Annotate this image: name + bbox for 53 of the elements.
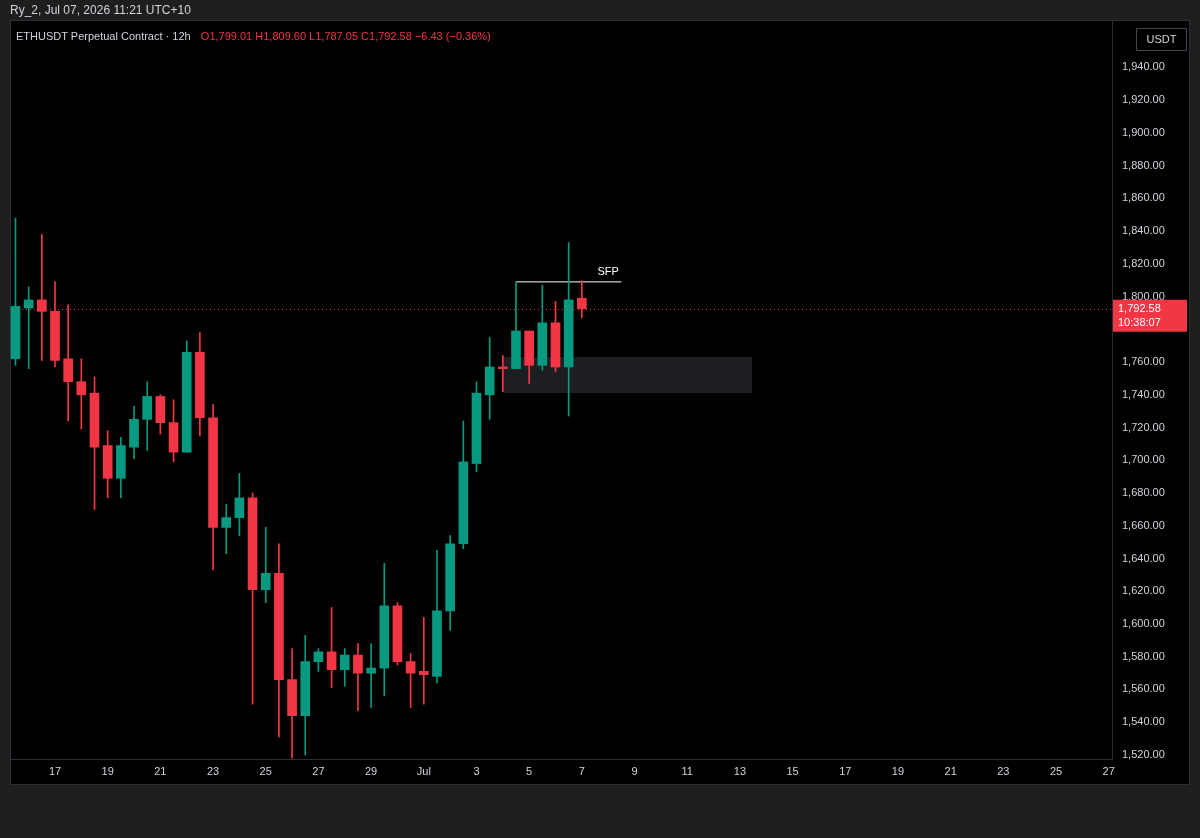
y-tick-label: 1,740.00 xyxy=(1122,387,1165,400)
y-tick-label: 1,600.00 xyxy=(1122,616,1165,629)
candlestick xyxy=(498,355,508,392)
y-tick-label: 1,840.00 xyxy=(1122,224,1165,237)
y-tick-label: 1,540.00 xyxy=(1122,715,1165,728)
y-tick-label: 1,560.00 xyxy=(1122,682,1165,695)
x-tick-label: Jul xyxy=(416,765,431,778)
x-tick-label: 27 xyxy=(1102,765,1115,778)
x-tick-label: 21 xyxy=(944,765,957,778)
y-tick-label: 1,620.00 xyxy=(1122,584,1165,597)
y-tick-label: 1,720.00 xyxy=(1122,420,1165,433)
y-tick-label: 1,680.00 xyxy=(1122,486,1165,499)
x-tick-label: 23 xyxy=(997,765,1010,778)
y-tick-label: 1,880.00 xyxy=(1122,158,1165,171)
candlestick xyxy=(221,504,232,554)
y-tick-label: 1,920.00 xyxy=(1122,93,1165,106)
y-tick-label: 1,660.00 xyxy=(1122,518,1165,531)
y-tick-label: 1,760.00 xyxy=(1122,355,1165,368)
text: Ry_2, Jul 07, 2026 11:21 UTC+10 xyxy=(10,3,192,18)
ref-line-label: 1,792.58 10:38:07 xyxy=(1118,301,1161,328)
y-tick-label: 1,900.00 xyxy=(1122,125,1165,138)
x-tick-label: 19 xyxy=(891,765,905,778)
x-tick-label: 5 xyxy=(526,765,533,778)
y-tick-label: 1,860.00 xyxy=(1122,191,1165,204)
x-tick-label: 7 xyxy=(578,765,585,778)
x-tick-label: 21 xyxy=(154,765,167,778)
y-axis-title: USDT xyxy=(1146,32,1177,45)
x-tick-label: 25 xyxy=(1049,765,1063,778)
y-tick-label: 1,520.00 xyxy=(1122,747,1165,760)
x-tick-label: 27 xyxy=(312,765,325,778)
y-tick-label: 1,940.00 xyxy=(1122,60,1165,73)
x-tick-label: 29 xyxy=(364,765,378,778)
x-tick-label: 19 xyxy=(101,765,114,778)
x-tick-label: 23 xyxy=(206,765,220,778)
annotation: SFP xyxy=(597,264,619,277)
candlestick xyxy=(418,617,429,705)
text: ETHUSDT Perpetual Contract · 12h xyxy=(16,30,191,43)
text: O1,799.01 H1,809.60 L1,787.05 C1,792.58 −6.43 (−0.36%) xyxy=(200,30,491,43)
x-tick-label: 17 xyxy=(48,765,62,778)
y-tick-label: 1,800.00 xyxy=(1122,289,1165,302)
x-tick-label: 15 xyxy=(786,765,799,778)
x-tick-label: 9 xyxy=(631,765,638,778)
x-tick-label: 17 xyxy=(839,765,852,778)
x-tick-label: 25 xyxy=(259,765,272,778)
candlestick xyxy=(366,643,376,708)
y-tick-label: 1,640.00 xyxy=(1122,551,1165,564)
y-tick-label: 1,580.00 xyxy=(1122,649,1165,662)
y-tick-label: 1,820.00 xyxy=(1122,256,1165,269)
x-tick-label: 11 xyxy=(681,765,693,778)
y-tick-label: 1,700.00 xyxy=(1122,453,1165,466)
x-tick-label: 13 xyxy=(733,765,747,778)
candlestick xyxy=(260,527,271,603)
x-tick-label: 3 xyxy=(473,765,480,778)
